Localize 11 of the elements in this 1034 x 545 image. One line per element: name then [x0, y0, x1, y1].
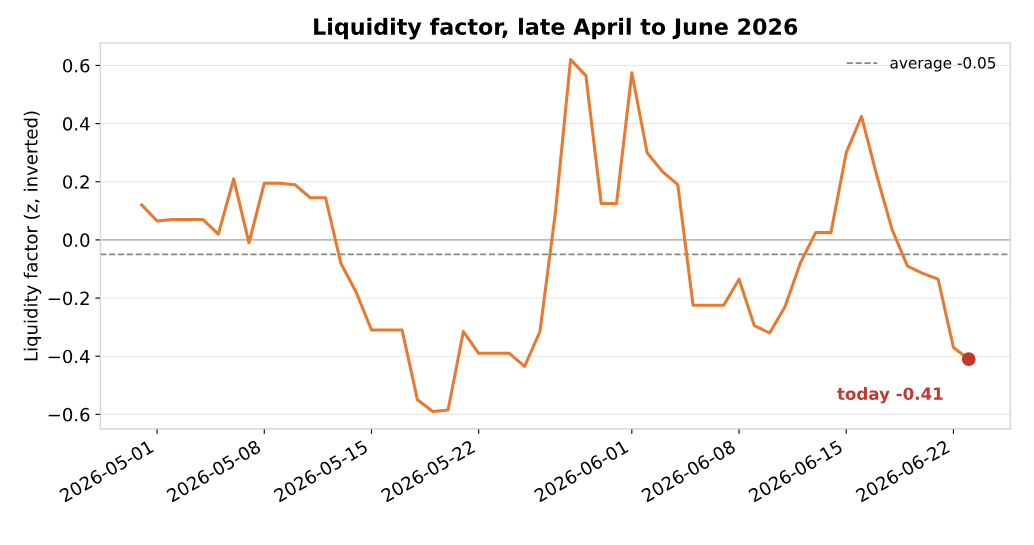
y-tick-label: 0.4 [63, 117, 90, 131]
y-axis-title: Liquidity factor (z, inverted) [23, 111, 42, 361]
y-tick-label: 0.6 [63, 58, 90, 73]
annotation: today -0.41 [837, 387, 943, 404]
y-tick-label: −0.2 [48, 291, 89, 306]
legend-label: average -0.05 [890, 57, 996, 72]
y-tick-label: 0.2 [63, 175, 89, 189]
chart-title: Liquidity factor, late April to June 2026 [314, 17, 798, 40]
y-tick-label: −0.6 [48, 407, 90, 422]
y-tick-label: −0.4 [48, 349, 90, 364]
y-tick-label: 0.0 [63, 233, 90, 248]
